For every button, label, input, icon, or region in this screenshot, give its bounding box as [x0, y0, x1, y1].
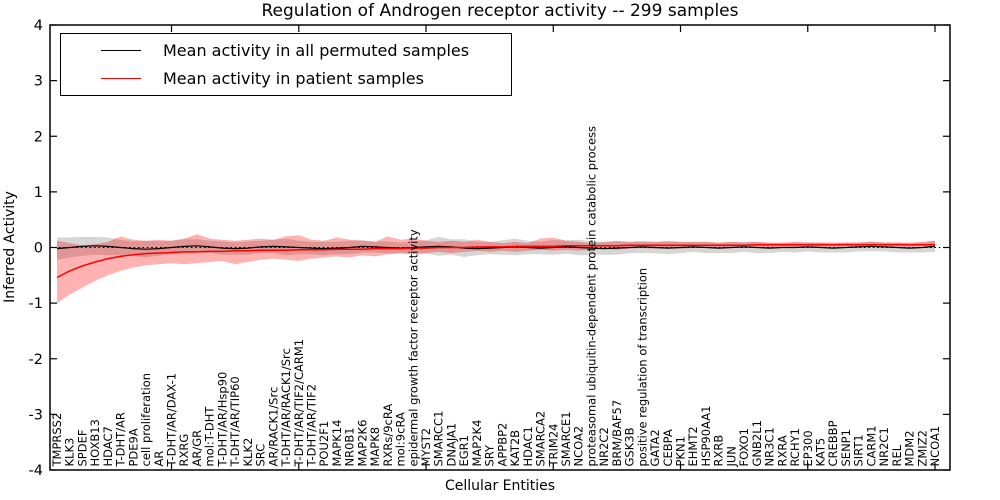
y-tick-label: 3 — [34, 74, 43, 90]
y-tick-label: -1 — [29, 296, 43, 312]
x-entity-label: BRM/BAF57 — [610, 400, 624, 467]
x-entity-label: SIRT1 — [852, 434, 866, 466]
patient-line-swatch — [101, 78, 141, 79]
x-entity-label: T-DHT/AR/TIF2/CARM1 — [292, 339, 306, 468]
x-entity-label: JUN — [724, 446, 738, 467]
x-entity-label: SRY — [483, 444, 497, 467]
x-entity-label: cell proliferation — [139, 373, 153, 467]
plot-frame — [49, 24, 951, 471]
x-entity-label: APPBP2 — [495, 423, 509, 467]
x-entity-label: TRIM24 — [546, 424, 560, 468]
x-entity-label: POU2F1 — [317, 421, 331, 467]
x-entity-label: MAP2K4 — [470, 420, 484, 467]
x-entity-label: mol:T-DHT — [203, 406, 217, 467]
x-entity-label: epidermal growth factor receptor activit… — [406, 229, 420, 466]
x-entity-label: TMPRSS2 — [50, 413, 64, 468]
y-tick-label: 0 — [34, 241, 43, 257]
legend-label-permuted: Mean activity in all permuted samples — [163, 41, 470, 60]
x-entity-label: proteasomal ubiquitin-dependent protein … — [584, 126, 598, 467]
x-entity-label: PKN1 — [674, 436, 688, 466]
x-entity-label: SRC — [254, 444, 268, 467]
x-entity-label: GNB2L1 — [750, 420, 764, 466]
x-entity-label: RXRs/9cRA — [381, 404, 395, 467]
patient-confidence-band — [57, 234, 935, 304]
x-entity-label: HDAC1 — [521, 426, 535, 466]
x-entity-label: T-DHT/AR/TIF2 — [305, 384, 319, 468]
x-entity-label: SMARCC1 — [432, 411, 446, 467]
permuted-mean-line — [56, 245, 936, 250]
x-entity-label: GSK3B — [623, 427, 637, 466]
legend-label-patient: Mean activity in patient samples — [163, 69, 424, 88]
x-entity-label: CARM1 — [864, 425, 878, 466]
x-axis-label: Cellular Entities — [444, 478, 556, 494]
x-entity-label: MYST2 — [419, 428, 433, 467]
x-entity-label: RXRA — [775, 435, 789, 466]
y-tick-label: -4 — [29, 463, 43, 479]
x-entity-label: ZMIZ2 — [915, 430, 929, 466]
x-entity-label: NCOA1 — [928, 426, 942, 467]
legend-row-patient: Mean activity in patient samples — [61, 65, 511, 93]
x-entity-label: CEBPA — [661, 429, 675, 466]
x-entity-label: EHMT2 — [686, 426, 700, 466]
x-entity-label: SPDEF — [75, 430, 89, 467]
x-entity-label: T-DHT/AR/DAX-1 — [165, 373, 179, 468]
patient-mean-line — [56, 243, 935, 279]
x-entity-label: HOXB13 — [88, 419, 102, 466]
x-entity-label: FOXO1 — [737, 428, 751, 466]
x-entity-label: NR0B1 — [343, 427, 357, 466]
x-entity-label: T-DHT/AR/TIP60 — [228, 376, 242, 467]
x-entity-label: T-DHT/AR/RACK1/Src — [279, 348, 293, 467]
x-entity-label: RXRG — [177, 434, 191, 467]
y-tick-label: -3 — [29, 407, 43, 423]
x-entity-label: SMARCE1 — [559, 411, 573, 466]
x-entity-label: RXRB — [712, 435, 726, 467]
x-entity-label: SMARCA2 — [534, 411, 548, 467]
y-tick-label: 1 — [34, 185, 43, 201]
x-entity-label: NR3C1 — [763, 427, 777, 466]
x-entity-label: MAPK14 — [330, 420, 344, 467]
x-entity-label: HSP90AA1 — [699, 406, 713, 467]
x-entity-label: KAT2B — [508, 430, 522, 467]
chart-title: Regulation of Androgen receptor activity… — [261, 1, 739, 21]
x-entity-label: CREBBP — [826, 420, 840, 466]
x-entity-label: MAPK8 — [368, 427, 382, 467]
x-entity-label: KLK2 — [241, 438, 255, 467]
x-entity-label: SENP1 — [839, 429, 853, 466]
x-entity-label: HDAC7 — [101, 426, 115, 466]
x-entity-label: mol:9cRA — [394, 412, 408, 466]
x-entity-label: AR/GR — [190, 430, 204, 467]
x-entity-label: MDM2 — [903, 430, 917, 466]
x-entity-label: T-DHT/AR/Hsp90 — [215, 372, 229, 468]
x-entity-label: NR2C2 — [597, 427, 611, 466]
x-entity-label: T-DHT/AR — [114, 412, 128, 467]
legend: Mean activity in all permuted samples Me… — [60, 33, 512, 96]
y-tick-label: 2 — [34, 129, 43, 145]
x-entity-label: GATA2 — [648, 429, 662, 466]
legend-row-permuted: Mean activity in all permuted samples — [61, 37, 511, 65]
x-entity-label: PDE9A — [126, 428, 140, 466]
permuted-line-swatch — [101, 50, 141, 51]
x-entity-label: NCOA2 — [572, 426, 586, 467]
x-entity-label: MAP2K6 — [355, 420, 369, 467]
x-entity-label: NR2C1 — [877, 427, 891, 466]
x-entity-label: KLK3 — [63, 438, 77, 467]
x-entity-label: AR — [152, 451, 166, 467]
x-entity-label: RCHY1 — [788, 428, 802, 466]
x-entity-label: EP300 — [801, 430, 815, 466]
x-entity-label: KAT5 — [814, 438, 828, 467]
x-entity-label: positive regulation of transcription — [635, 268, 649, 467]
y-tick-label: -2 — [29, 352, 43, 368]
x-entity-label: EGR1 — [457, 435, 471, 467]
x-entity-label: AR/RACK1/Src — [266, 387, 280, 467]
x-entity-label: DNAJA1 — [445, 423, 459, 467]
y-tick-label: 4 — [34, 18, 43, 34]
x-entity-label: REL — [890, 444, 904, 466]
